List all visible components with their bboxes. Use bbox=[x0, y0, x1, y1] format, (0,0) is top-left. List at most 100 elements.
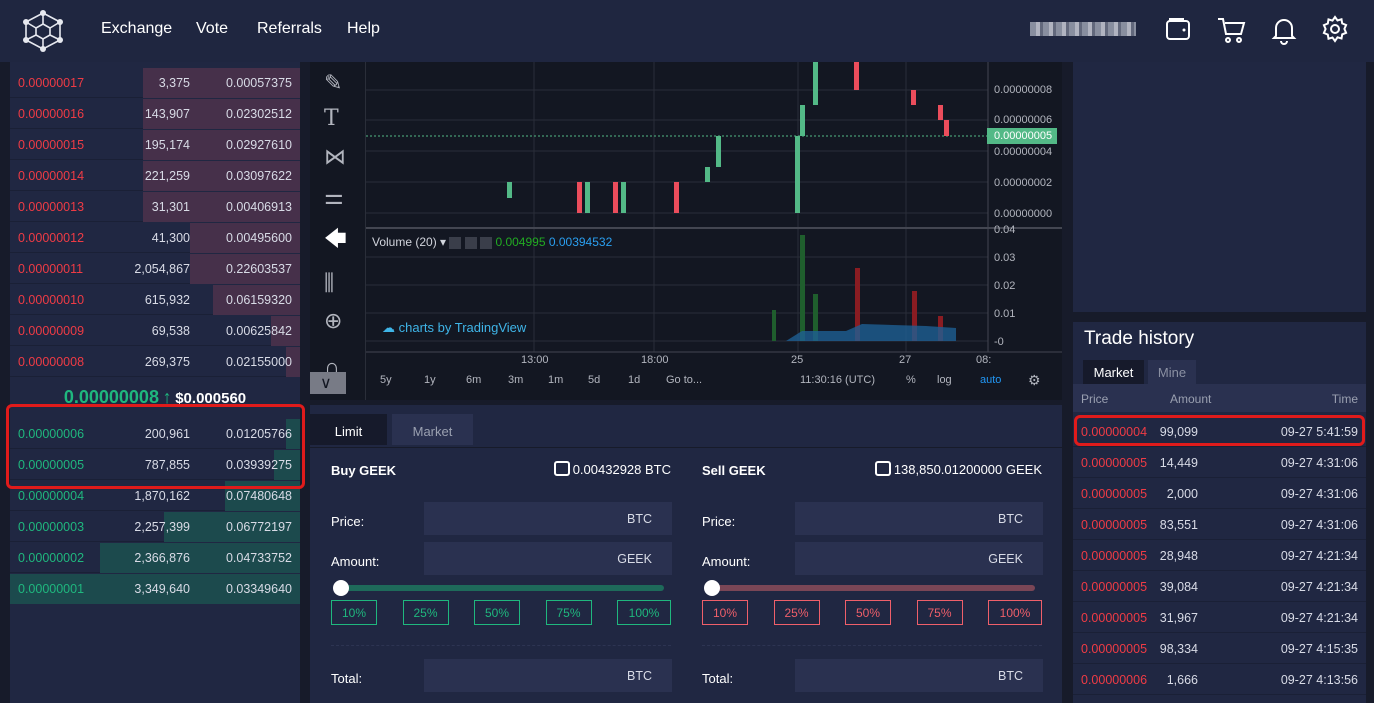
bell-icon[interactable] bbox=[1270, 15, 1298, 45]
ask-row[interactable]: 0.00000016 143,907 0.02302512 bbox=[10, 99, 300, 129]
logo-icon[interactable] bbox=[22, 9, 64, 53]
balance-value: 138,850.01200000 GEEK bbox=[893, 462, 1042, 477]
range-1y[interactable]: 1y bbox=[424, 374, 436, 386]
total: 0.03097622 bbox=[225, 169, 292, 183]
bid-row[interactable]: 0.00000003 2,257,399 0.06772197 bbox=[10, 512, 300, 542]
sell-slider-track[interactable] bbox=[710, 585, 1035, 591]
total: 0.00406913 bbox=[225, 200, 292, 214]
cart-icon[interactable] bbox=[1216, 15, 1246, 45]
order-form: Limit Market Buy GEEK 0.00432928 BTC Price… bbox=[310, 405, 1062, 703]
arrow-left-icon[interactable]: 🡄 bbox=[324, 226, 347, 251]
amount: 31,301 bbox=[151, 200, 190, 214]
bid-row[interactable]: 0.00000001 3,349,640 0.03349640 bbox=[10, 574, 300, 604]
eye-icon[interactable] bbox=[449, 236, 462, 249]
buy-amount-input[interactable]: GEEK bbox=[424, 542, 672, 575]
chart-settings-icon[interactable]: ⚙ bbox=[1028, 372, 1041, 388]
ask-row[interactable]: 0.00000015 195,174 0.02927610 bbox=[10, 130, 300, 160]
price: 0.00000003 bbox=[18, 520, 85, 534]
buy-percent-10[interactable]: 10% bbox=[331, 600, 377, 625]
auto-scale-toggle[interactable]: auto bbox=[980, 374, 1002, 386]
trade-time: 09-27 4:31:06 bbox=[1280, 518, 1358, 532]
price-chart[interactable]: ✎ T ⋈ ⚌ 🡄 ⫼ ⊕ ∩ ∨ 0.00000008 0.00000006 … bbox=[310, 62, 1062, 400]
trade-price: 0.00000005 bbox=[1081, 611, 1148, 625]
ask-row[interactable]: 0.00000011 2,054,867 0.22603537 bbox=[10, 254, 300, 284]
sell-slider-handle[interactable] bbox=[704, 580, 720, 596]
buy-total-input[interactable]: BTC bbox=[424, 659, 672, 692]
sell-percent-10[interactable]: 10% bbox=[702, 600, 748, 625]
ask-row[interactable]: 0.00000014 221,259 0.03097622 bbox=[10, 161, 300, 191]
brush-icon[interactable]: ✎ bbox=[324, 70, 343, 95]
close-icon[interactable] bbox=[480, 236, 493, 249]
depth-bar bbox=[143, 192, 300, 222]
tab-mine-history[interactable]: Mine bbox=[1148, 360, 1196, 384]
trade-amount: 98,334 bbox=[1159, 642, 1198, 656]
log-scale-toggle[interactable]: log bbox=[937, 374, 952, 386]
zoom-in-icon[interactable]: ⊕ bbox=[324, 308, 343, 333]
range-Goto[interactable]: Go to... bbox=[666, 374, 703, 386]
sell-percent-75[interactable]: 75% bbox=[916, 600, 963, 625]
tab-market[interactable]: Market bbox=[392, 414, 473, 445]
ask-row[interactable]: 0.00000009 69,538 0.00625842 bbox=[10, 316, 300, 346]
amount: 615,932 bbox=[144, 293, 190, 307]
range-5d[interactable]: 5d bbox=[588, 374, 601, 386]
buy-percent-100[interactable]: 100% bbox=[617, 600, 671, 625]
arrow-up-icon: ↑ bbox=[162, 387, 172, 407]
utc-clock[interactable]: 11:30:16 (UTC) bbox=[800, 374, 875, 386]
wallet-icon[interactable] bbox=[1164, 15, 1192, 43]
text-tool-icon[interactable]: T bbox=[324, 106, 339, 131]
unit-label: BTC bbox=[998, 669, 1023, 683]
settings-icon[interactable] bbox=[464, 236, 477, 249]
price: 0.00000010 bbox=[18, 293, 85, 307]
sell-percent-100[interactable]: 100% bbox=[988, 600, 1042, 625]
nav-referrals[interactable]: Referrals bbox=[257, 20, 322, 37]
ask-row[interactable]: 0.00000012 41,300 0.00495600 bbox=[10, 223, 300, 253]
nav-vote[interactable]: Vote bbox=[196, 20, 229, 37]
range-1m[interactable]: 1m bbox=[548, 374, 564, 386]
pattern-icon[interactable]: ⋈ bbox=[324, 144, 346, 169]
buy-balance: 0.00432928 BTC bbox=[553, 461, 671, 477]
bid-row[interactable]: 0.00000006 200,961 0.01205766 bbox=[10, 419, 300, 449]
sell-price-input[interactable]: BTC bbox=[795, 502, 1043, 535]
bid-row[interactable]: 0.00000005 787,855 0.03939275 bbox=[10, 450, 300, 480]
ask-row[interactable]: 0.00000008 269,375 0.02155000 bbox=[10, 347, 300, 377]
tradingview-watermark[interactable]: ☁ charts by TradingView bbox=[382, 320, 526, 336]
sell-percent-50[interactable]: 50% bbox=[845, 600, 891, 625]
sell-percent-25[interactable]: 25% bbox=[773, 600, 820, 625]
price: 0.00000015 bbox=[18, 138, 85, 152]
sell-total-input[interactable]: BTC bbox=[795, 659, 1043, 692]
volume-label[interactable]: Volume (20) bbox=[372, 235, 437, 249]
percent-scale-toggle[interactable]: % bbox=[906, 374, 916, 386]
range-5y[interactable]: 5y bbox=[380, 374, 392, 386]
collapse-toolbar-button[interactable]: ∨ bbox=[310, 372, 346, 394]
nav-help[interactable]: Help bbox=[347, 20, 380, 37]
chart-canvas[interactable] bbox=[366, 62, 1062, 400]
buy-slider-handle[interactable] bbox=[333, 580, 349, 596]
candles-icon[interactable]: ⫼ bbox=[324, 270, 335, 295]
amount: 269,375 bbox=[144, 355, 190, 369]
buy-slider-track[interactable] bbox=[339, 585, 664, 591]
buy-percent-50[interactable]: 50% bbox=[474, 600, 520, 625]
sell-amount-input[interactable]: GEEK bbox=[795, 542, 1043, 575]
depth-bar bbox=[189, 254, 300, 284]
ask-row[interactable]: 0.00000013 31,301 0.00406913 bbox=[10, 192, 300, 222]
bid-row[interactable]: 0.00000002 2,366,876 0.04733752 bbox=[10, 543, 300, 573]
price-axis[interactable]: 0.00000008 0.00000006 0.00000004 0.00000… bbox=[987, 62, 1062, 352]
tab-market-history[interactable]: Market bbox=[1083, 360, 1144, 384]
buy-percent-75[interactable]: 75% bbox=[545, 600, 592, 625]
buy-price-input[interactable]: BTC bbox=[424, 502, 672, 535]
tab-limit[interactable]: Limit bbox=[310, 414, 387, 445]
ask-row[interactable]: 0.00000010 615,932 0.06159320 bbox=[10, 285, 300, 315]
amount: 2,257,399 bbox=[134, 520, 190, 534]
buy-percent-25[interactable]: 25% bbox=[402, 600, 449, 625]
range-1d[interactable]: 1d bbox=[628, 374, 641, 386]
username-blurred[interactable] bbox=[1030, 22, 1136, 36]
range-3m[interactable]: 3m bbox=[508, 374, 524, 386]
gear-icon[interactable] bbox=[1321, 15, 1349, 43]
total: 0.03939275 bbox=[225, 458, 292, 472]
volume-value: 0.004995 bbox=[495, 235, 546, 249]
sell-form: Sell GEEK 138,850.01200000 GEEK Price: BTC A… bbox=[702, 405, 1043, 703]
nav-exchange[interactable]: Exchange bbox=[101, 20, 173, 37]
ask-row[interactable]: 0.00000017 3,375 0.00057375 bbox=[10, 68, 300, 98]
range-6m[interactable]: 6m bbox=[466, 374, 482, 386]
measure-icon[interactable]: ⚌ bbox=[324, 184, 344, 209]
